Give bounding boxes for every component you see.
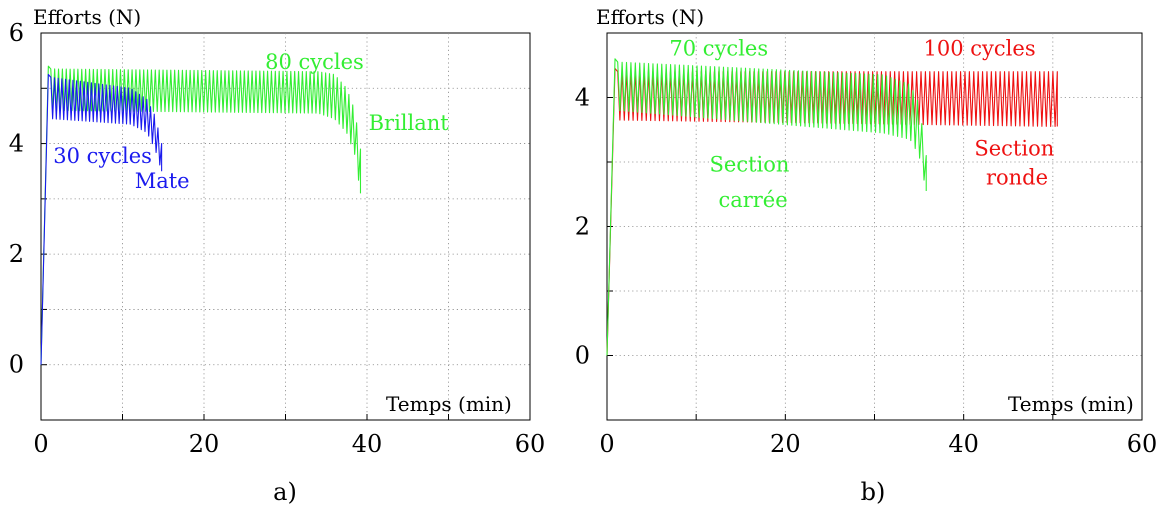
annotation-label: Brillant bbox=[369, 111, 450, 135]
y-tick-label: 0 bbox=[575, 342, 590, 370]
series-line-2 bbox=[606, 58, 927, 356]
ticks-a bbox=[41, 87, 449, 420]
annotation-label: ronde bbox=[986, 166, 1048, 190]
grid-a bbox=[41, 33, 530, 420]
ylabel-a: Efforts (N) bbox=[33, 5, 141, 29]
y-tick-label: 6 bbox=[9, 19, 24, 47]
annotation-label: Mate bbox=[135, 169, 190, 193]
annotation-label: 70 cycles bbox=[669, 37, 768, 61]
y-tick-label: 4 bbox=[575, 84, 590, 112]
annotation-label: 100 cycles bbox=[924, 37, 1036, 61]
x-tick-label: 40 bbox=[352, 430, 383, 458]
annotation-label: 30 cycles bbox=[53, 144, 152, 168]
tick-labels-a: 0 20 40 60 0 2 4 6 bbox=[9, 19, 546, 458]
ylabel-b: Efforts (N) bbox=[596, 5, 704, 29]
y-tick-label: 4 bbox=[9, 130, 24, 158]
xlabel-a: Temps (min) bbox=[386, 392, 512, 416]
tick-labels-b: 0 20 40 60 0 2 4 bbox=[575, 84, 1158, 459]
annotation-label: 80 cycles bbox=[265, 50, 364, 74]
y-tick-label: 0 bbox=[9, 351, 24, 379]
caption-a: a) bbox=[273, 478, 297, 506]
xlabel-b: Temps (min) bbox=[1008, 392, 1134, 416]
chart-panel-b: 0 20 40 60 0 2 4 70 cycles 100 cycles Section car… bbox=[575, 5, 1158, 506]
x-tick-label: 20 bbox=[189, 430, 220, 458]
x-tick-label: 0 bbox=[33, 430, 48, 458]
annotations-b: 70 cycles 100 cycles Section carrée Section r… bbox=[669, 37, 1054, 213]
x-tick-label: 20 bbox=[770, 430, 801, 458]
y-tick-label: 2 bbox=[9, 240, 24, 268]
x-tick-label: 0 bbox=[599, 430, 614, 458]
annotation-label: Section bbox=[710, 153, 790, 177]
y-tick-label: 2 bbox=[575, 213, 590, 241]
x-tick-label: 60 bbox=[1127, 430, 1158, 458]
annotation-label: carrée bbox=[718, 188, 787, 212]
ticks-b bbox=[607, 97, 1054, 420]
chart-panel-a: 0 20 40 60 0 2 4 6 80 cycles Brillant 30 cyclesMa… bbox=[9, 5, 546, 506]
annotation-label: Section bbox=[974, 137, 1054, 161]
x-tick-label: 40 bbox=[948, 430, 979, 458]
caption-b: b) bbox=[861, 478, 886, 506]
series-group-a bbox=[40, 65, 362, 365]
series-group-b bbox=[606, 58, 1058, 356]
series-line-2 bbox=[40, 73, 163, 365]
x-tick-label: 60 bbox=[515, 430, 546, 458]
